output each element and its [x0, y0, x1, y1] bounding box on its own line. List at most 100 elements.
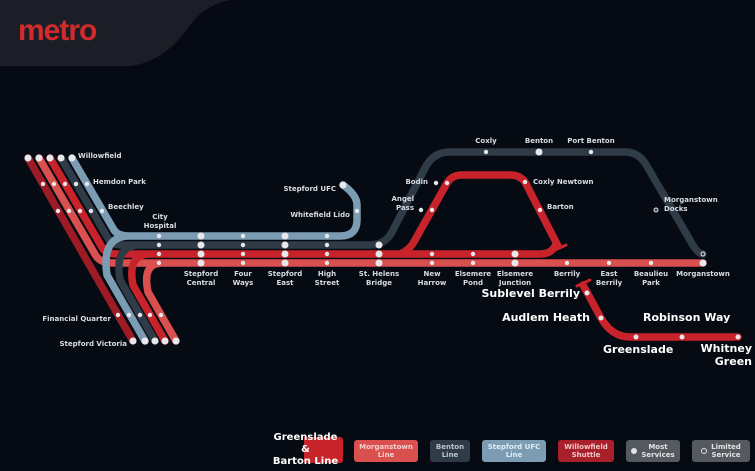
- station-label: Stepford UFC: [283, 185, 336, 193]
- station-dot[interactable]: [161, 337, 169, 345]
- station-dot[interactable]: [84, 181, 90, 187]
- station-dot[interactable]: [483, 149, 489, 155]
- station-dot[interactable]: [240, 233, 246, 239]
- station-dot[interactable]: [129, 337, 137, 345]
- station-dot[interactable]: [537, 207, 543, 213]
- station-dot[interactable]: [151, 337, 159, 345]
- legend-item: Limited Service: [692, 440, 750, 462]
- station-dot[interactable]: [156, 242, 162, 248]
- station-dot[interactable]: [429, 260, 435, 266]
- station-dot[interactable]: [197, 241, 205, 249]
- station-dot[interactable]: [24, 154, 32, 162]
- legend-label: Greenslade & Barton Line: [272, 432, 339, 467]
- station-dot[interactable]: [324, 233, 330, 239]
- station-dot[interactable]: [700, 251, 706, 257]
- station-dot[interactable]: [99, 208, 105, 214]
- station-dot[interactable]: [324, 251, 330, 257]
- station-label: Hemdon Park: [93, 178, 146, 186]
- station-dot[interactable]: [77, 208, 83, 214]
- station-dot[interactable]: [535, 148, 543, 156]
- legend-item: Benton Line: [430, 440, 470, 462]
- station-dot[interactable]: [735, 334, 741, 340]
- station-dot[interactable]: [339, 181, 347, 189]
- station-label: City Hospital: [143, 213, 177, 230]
- station-dot[interactable]: [588, 149, 594, 155]
- legend-label: Most Services: [641, 443, 675, 459]
- station-dot[interactable]: [51, 181, 57, 187]
- station-dot[interactable]: [35, 154, 43, 162]
- station-dot[interactable]: [606, 260, 612, 266]
- station-dot[interactable]: [429, 251, 435, 257]
- station-dot[interactable]: [240, 251, 246, 257]
- station-dot[interactable]: [172, 337, 180, 345]
- station-dot[interactable]: [633, 334, 639, 340]
- station-label: Elsemere Junction: [496, 270, 534, 287]
- benton-line: [57, 148, 707, 345]
- legend-item: Willowfield Shuttle: [558, 440, 614, 462]
- station-dot[interactable]: [68, 154, 76, 162]
- station-label: Stepford East: [267, 270, 303, 287]
- station-label: Elsemere Pond: [454, 270, 492, 287]
- station-label: Morganstown: [676, 270, 730, 278]
- station-dot[interactable]: [197, 259, 205, 267]
- station-dot[interactable]: [648, 260, 654, 266]
- station-dot[interactable]: [324, 260, 330, 266]
- station-dot[interactable]: [46, 154, 54, 162]
- station-dot[interactable]: [375, 259, 383, 267]
- station-dot[interactable]: [418, 207, 424, 213]
- station-dot[interactable]: [141, 337, 149, 345]
- station-dot[interactable]: [57, 154, 65, 162]
- metro-logo: metro: [18, 14, 97, 47]
- station-dot[interactable]: [470, 260, 476, 266]
- station-label: St. Helens Bridge: [358, 270, 400, 287]
- station-dot[interactable]: [511, 259, 519, 267]
- station-label: Port Benton: [567, 137, 615, 145]
- station-dot[interactable]: [156, 233, 162, 239]
- station-dot[interactable]: [522, 179, 528, 185]
- station-dot[interactable]: [511, 250, 519, 258]
- station-dot[interactable]: [66, 208, 72, 214]
- sublevel-berrily-terminus: [575, 278, 592, 288]
- station-dot[interactable]: [137, 312, 143, 318]
- station-label: Financial Quarter: [42, 315, 111, 323]
- station-dot[interactable]: [653, 207, 659, 213]
- station-dot[interactable]: [55, 208, 61, 214]
- station-dot[interactable]: [240, 242, 246, 248]
- station-dot[interactable]: [281, 241, 289, 249]
- station-dot[interactable]: [126, 312, 132, 318]
- station-dot[interactable]: [158, 312, 164, 318]
- station-dot[interactable]: [73, 181, 79, 187]
- station-dot[interactable]: [584, 290, 590, 296]
- station-dot[interactable]: [375, 241, 383, 249]
- station-dot[interactable]: [699, 259, 707, 267]
- station-dot[interactable]: [156, 251, 162, 257]
- station-dot[interactable]: [147, 312, 153, 318]
- station-dot[interactable]: [564, 260, 570, 266]
- station-dot[interactable]: [470, 251, 476, 257]
- station-label: Benton: [524, 137, 554, 145]
- station-dot[interactable]: [40, 181, 46, 187]
- station-dot[interactable]: [156, 260, 162, 266]
- station-dot[interactable]: [679, 334, 685, 340]
- station-dot[interactable]: [197, 232, 205, 240]
- station-dot[interactable]: [429, 207, 435, 213]
- station-dot[interactable]: [281, 232, 289, 240]
- station-dot[interactable]: [444, 180, 450, 186]
- station-dot[interactable]: [88, 208, 94, 214]
- station-label: Whitney Green: [700, 342, 752, 368]
- station-dot[interactable]: [62, 181, 68, 187]
- station-dot[interactable]: [354, 208, 360, 214]
- barton-terminus: [551, 243, 568, 253]
- station-dot[interactable]: [115, 312, 121, 318]
- station-dot[interactable]: [240, 260, 246, 266]
- hollow-circle-icon: [701, 448, 708, 454]
- station-dot[interactable]: [324, 242, 330, 248]
- header-background: [0, 0, 230, 66]
- station-dot[interactable]: [281, 250, 289, 258]
- station-dot[interactable]: [281, 259, 289, 267]
- station-dot[interactable]: [433, 180, 439, 186]
- station-dot[interactable]: [375, 250, 383, 258]
- station-label: Beaulieu Park: [633, 270, 669, 287]
- station-dot[interactable]: [197, 250, 205, 258]
- station-dot[interactable]: [598, 315, 604, 321]
